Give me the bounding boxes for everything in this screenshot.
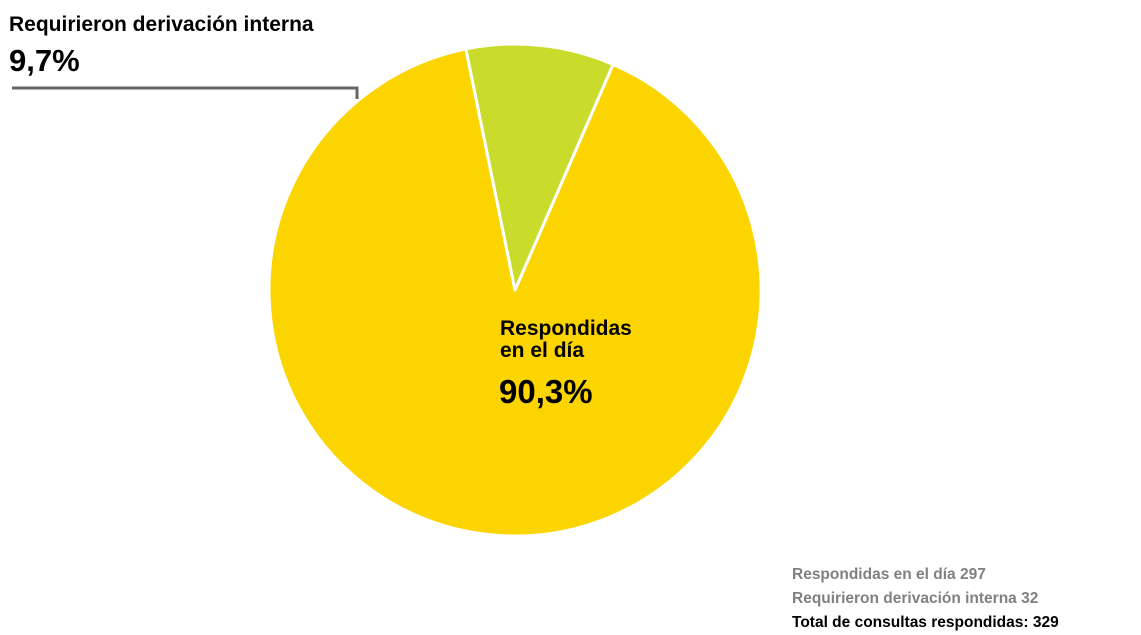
- callout-secondary-title: Requirieron derivación interna: [9, 13, 314, 36]
- summary-line-total: Total de consultas respondidas: 329: [792, 614, 1059, 631]
- callout-leader-line: [12, 86, 359, 99]
- pie-slices: [267, 42, 763, 538]
- summary-box: Respondidas en el día 297 Requirieron de…: [792, 563, 1137, 635]
- pie-slice-respondidas: [267, 47, 763, 538]
- primary-slice-percent: 90,3%: [499, 373, 593, 410]
- summary-line-primary: Respondidas en el día 297: [792, 566, 986, 583]
- pie-slice-derivacion: [464, 42, 615, 292]
- summary-line-secondary: Requirieron derivación interna 32: [792, 590, 1039, 607]
- primary-slice-title: Respondidas en el día: [500, 317, 632, 362]
- callout-secondary-percent: 9,7%: [9, 43, 80, 78]
